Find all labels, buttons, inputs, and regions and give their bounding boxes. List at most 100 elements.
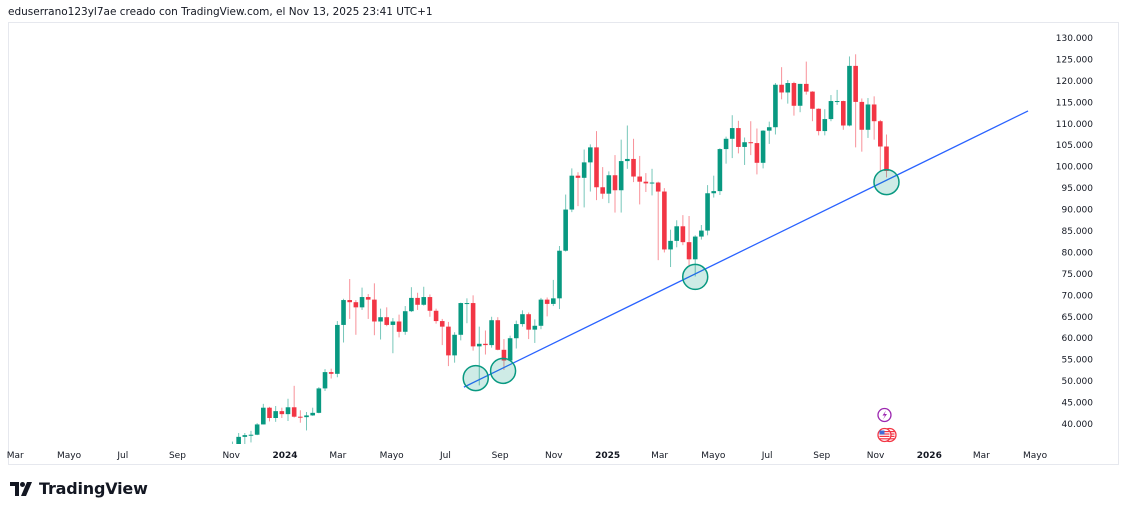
- candle-body: [409, 297, 414, 312]
- candle: [853, 54, 858, 148]
- candle-body: [526, 314, 531, 330]
- candle: [834, 89, 840, 105]
- price-tick-label: 130.000: [1056, 34, 1093, 44]
- candle: [458, 302, 464, 341]
- candle: [631, 138, 636, 183]
- candle: [532, 319, 538, 343]
- candle-body: [322, 372, 328, 389]
- candle: [501, 339, 507, 370]
- price-axis[interactable]: 40.000 45.000 50.000 55.000 60.000 65.000 70.0…: [1056, 34, 1093, 430]
- candle: [507, 335, 513, 362]
- time-tick-label: 2026: [917, 451, 942, 461]
- candle-body: [551, 298, 556, 304]
- candle-body: [859, 101, 865, 130]
- time-tick-label: Mayo: [701, 451, 726, 461]
- price-tick-label: 90.000: [1062, 206, 1094, 216]
- candle-body: [458, 303, 464, 335]
- candle-body: [785, 83, 791, 93]
- candle-body: [625, 158, 630, 162]
- price-tick-label: 50.000: [1062, 377, 1094, 387]
- candle: [865, 98, 871, 138]
- price-tick-label: 70.000: [1062, 291, 1094, 301]
- touch-point-circle: [489, 357, 517, 385]
- candle: [791, 81, 797, 116]
- chart-frame: [8, 22, 1119, 465]
- candle-body: [483, 343, 488, 346]
- candle: [267, 406, 272, 422]
- candle: [563, 194, 568, 252]
- candle: [600, 167, 605, 199]
- candle-body: [267, 407, 272, 418]
- candle: [538, 297, 544, 330]
- candles-layer: [231, 54, 889, 444]
- candle-body: [822, 119, 828, 132]
- candle: [551, 279, 556, 307]
- candle-body: [779, 84, 784, 93]
- candle: [328, 368, 334, 379]
- time-tick-label: Mayo: [57, 451, 82, 461]
- price-tick-label: 80.000: [1062, 248, 1094, 258]
- candle-body: [470, 303, 476, 347]
- candle: [236, 433, 241, 444]
- candle-body: [242, 435, 248, 437]
- candle: [588, 144, 593, 192]
- candle-body: [631, 158, 636, 177]
- candle: [415, 292, 420, 310]
- candle-body: [810, 91, 815, 109]
- time-axis[interactable]: Mar Mayo Jul Sep Nov 2024 Mar Mayo Jul Sep Nov 2025…: [7, 451, 1048, 461]
- candle: [304, 411, 309, 431]
- candle-body: [754, 143, 760, 163]
- candle: [717, 148, 723, 195]
- candle-body: [390, 321, 396, 325]
- time-tick-label: Mayo: [380, 451, 405, 461]
- candle-body: [310, 412, 315, 416]
- candle: [446, 321, 451, 367]
- time-tick-label: Nov: [867, 451, 885, 461]
- candle: [231, 441, 233, 444]
- candle: [655, 181, 661, 261]
- price-tick-label: 40.000: [1062, 420, 1094, 430]
- candle: [643, 173, 649, 192]
- candle: [785, 80, 791, 104]
- candle-body: [575, 175, 581, 178]
- candle: [557, 246, 562, 310]
- candle: [452, 332, 457, 363]
- touch-point-circle: [462, 364, 489, 392]
- candle: [291, 385, 297, 418]
- candle: [402, 306, 408, 335]
- time-tick-label: Nov: [222, 451, 240, 461]
- candle-body: [298, 416, 303, 418]
- candle: [353, 300, 359, 335]
- candle-body: [489, 320, 494, 346]
- candle-body: [834, 101, 840, 103]
- candle-body: [513, 324, 519, 339]
- touch-point-circle: [873, 168, 900, 196]
- candle-body: [853, 65, 858, 102]
- tradingview-logo[interactable]: TradingView: [10, 479, 148, 498]
- candle-body: [520, 314, 525, 325]
- time-tick-label: Jul: [439, 451, 451, 461]
- candle: [359, 287, 365, 310]
- candle-body: [692, 236, 698, 260]
- candle-body: [803, 83, 809, 92]
- candle-body: [773, 84, 778, 128]
- candle: [859, 98, 865, 152]
- candle-body: [446, 326, 451, 356]
- price-tick-label: 120.000: [1056, 77, 1093, 87]
- candle: [754, 128, 760, 175]
- time-tick-label: Jul: [761, 451, 773, 461]
- candle: [606, 171, 612, 204]
- price-tick-label: 105.000: [1056, 141, 1093, 151]
- touch-point-circle: [681, 263, 709, 291]
- candle: [433, 308, 439, 324]
- candle: [847, 56, 852, 127]
- candle-body: [655, 182, 661, 192]
- candle: [729, 115, 735, 159]
- candle-body: [396, 321, 402, 332]
- candle: [365, 294, 371, 319]
- candle-body: [705, 193, 710, 231]
- candle: [705, 185, 710, 236]
- candle: [668, 229, 673, 268]
- candle: [692, 235, 698, 277]
